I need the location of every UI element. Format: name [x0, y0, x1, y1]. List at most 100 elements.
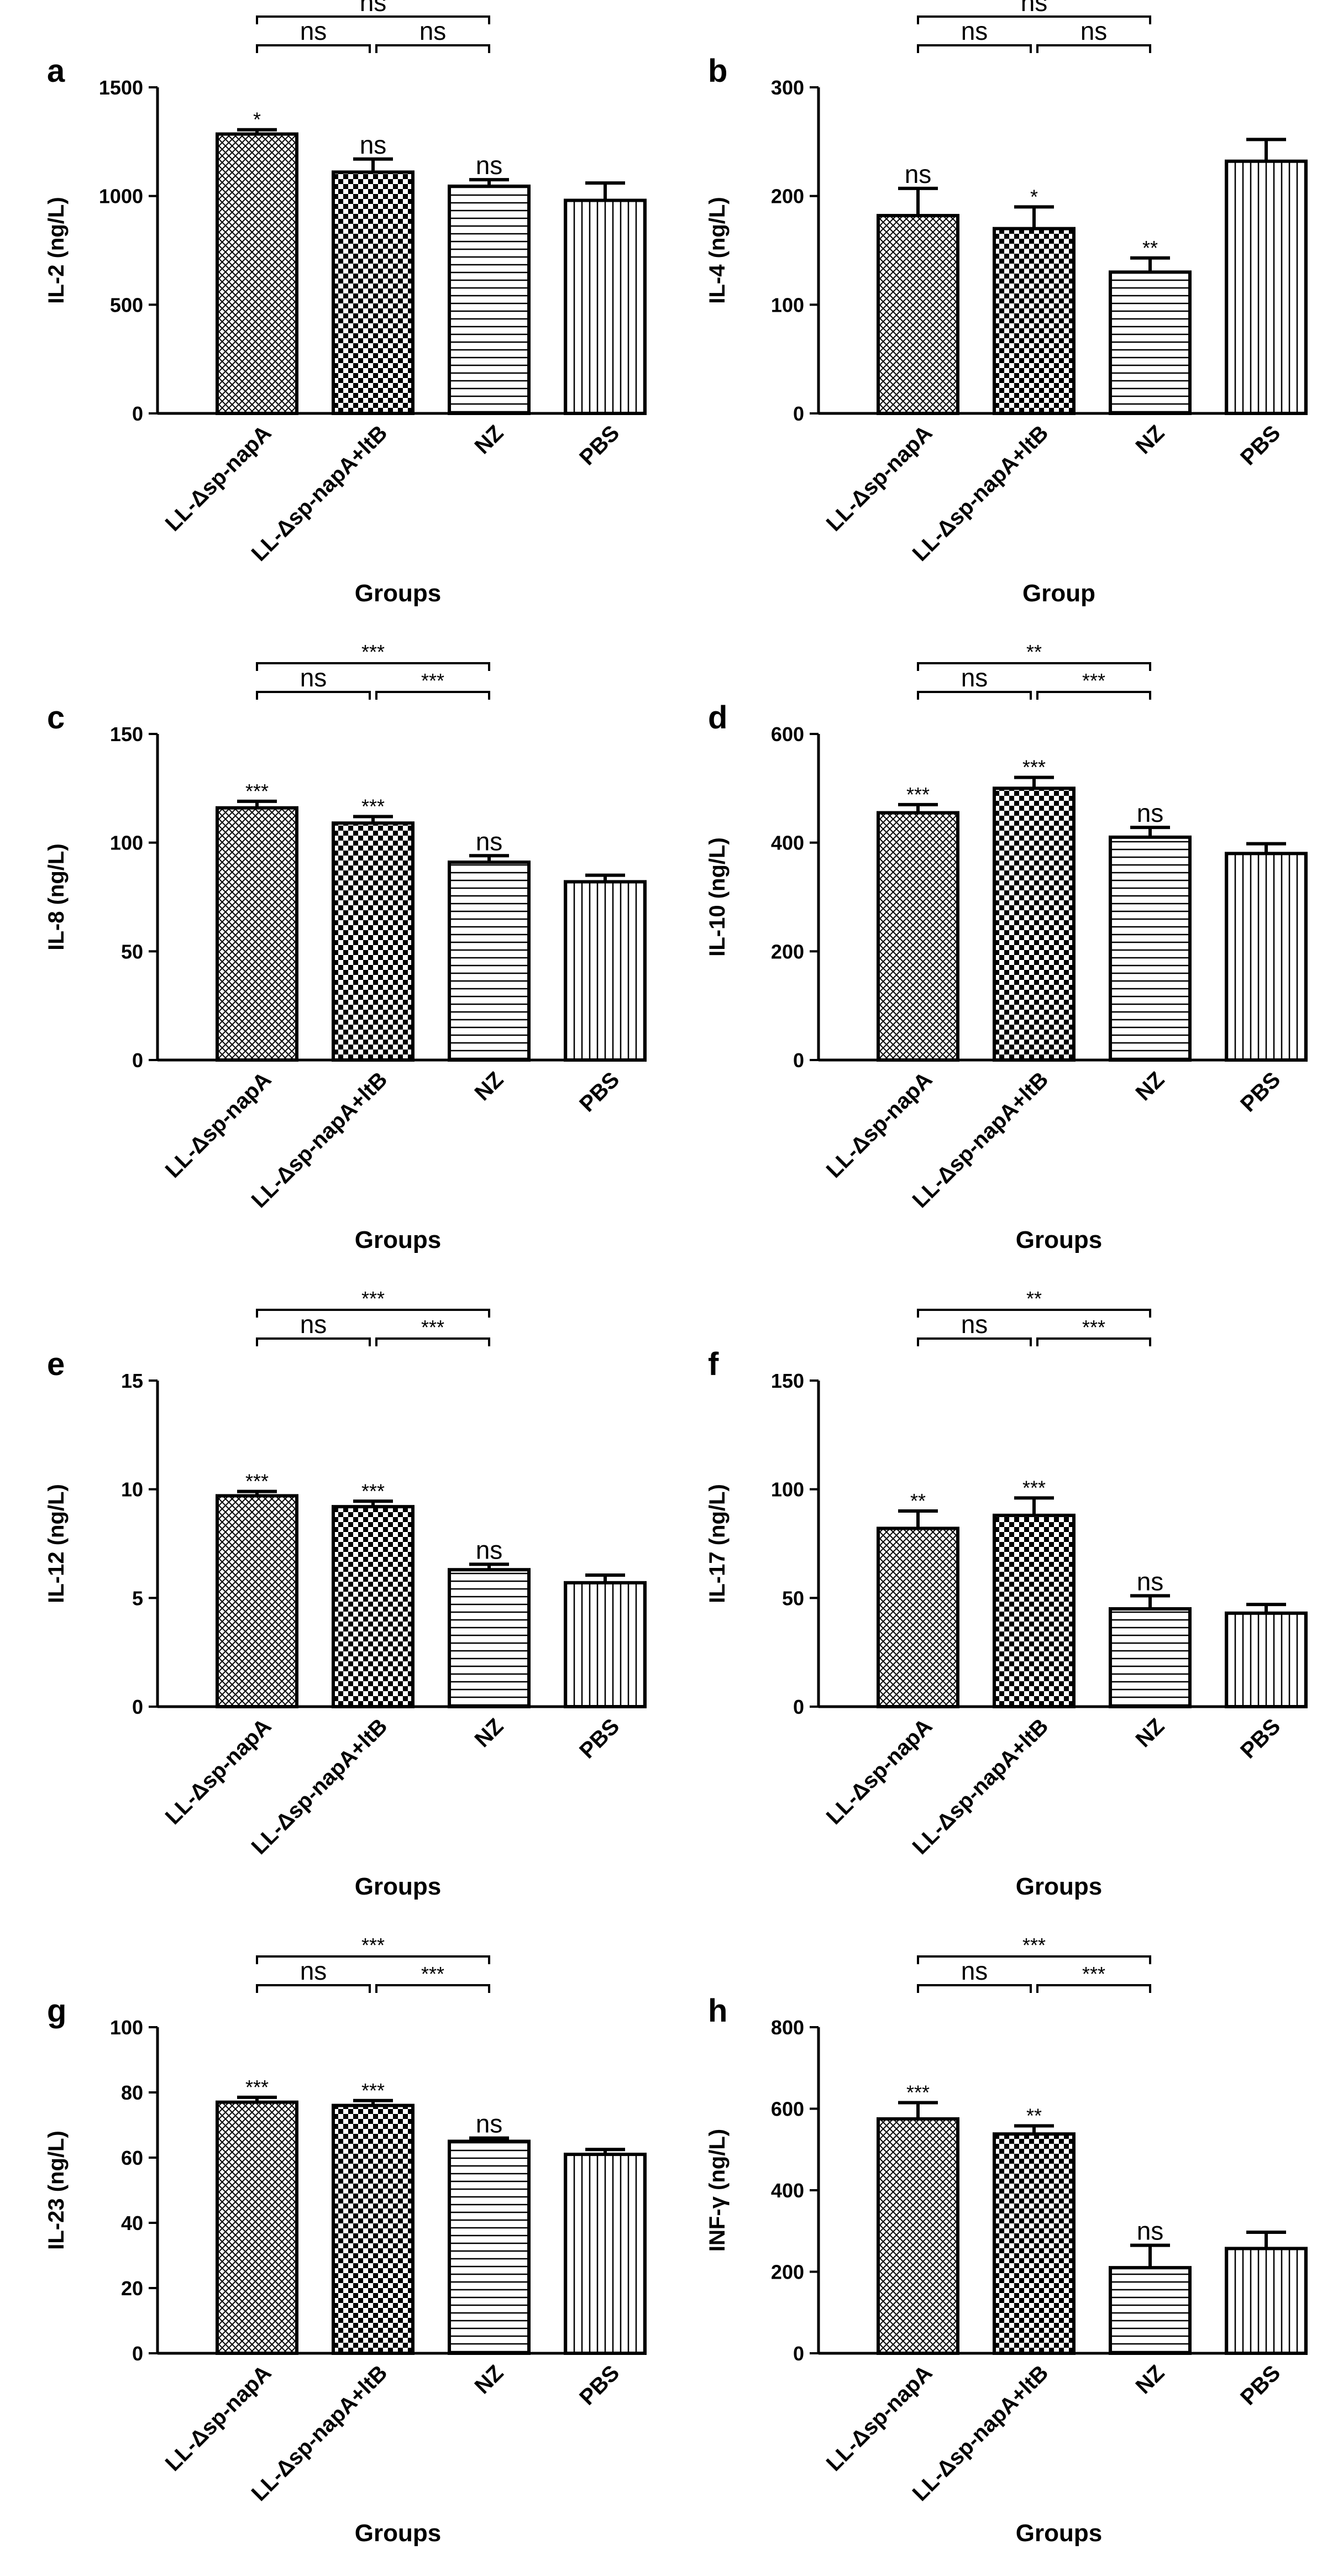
- y-axis-title: IL-17 (ng/L): [705, 1484, 730, 1603]
- comparison-label: ***: [1082, 669, 1105, 692]
- comparison-bracket: [917, 1309, 1151, 1318]
- comparison-label: ns: [300, 17, 327, 45]
- y-axis-title: IL-12 (ng/L): [44, 1484, 69, 1603]
- comparison-bracket: [256, 662, 490, 671]
- y-tick-label: 40: [121, 2212, 143, 2234]
- y-tick-label: 100: [110, 832, 143, 854]
- comparison-bracket: [375, 1984, 490, 1993]
- y-tick-label: 150: [110, 723, 143, 746]
- bar-significance-label: ns: [1137, 1567, 1164, 1596]
- panel-g: g 0 20 40 60 80 100 IL-23 (ng/L) *** LL-Δsp-napA *…: [44, 1934, 647, 2547]
- panel-label: c: [47, 700, 65, 736]
- bar-4: [1225, 159, 1308, 415]
- bar-significance-label: ns: [1137, 2217, 1164, 2246]
- panel-label: d: [708, 700, 727, 736]
- comparison-label: ns: [1080, 17, 1108, 45]
- bar-3: [448, 861, 531, 1062]
- comparison-bracket: [1036, 1337, 1151, 1346]
- y-tick-label: 60: [121, 2147, 143, 2169]
- bar-significance-label: **: [1026, 2104, 1042, 2127]
- bar-4: [564, 198, 647, 415]
- bar-4: [564, 1581, 647, 1708]
- category-label: NZ: [1131, 1067, 1169, 1105]
- bar-significance-label: ns: [476, 1535, 503, 1564]
- bar-significance-label: ***: [906, 783, 930, 806]
- bar-significance-label: **: [910, 1489, 926, 1512]
- comparison-bracket: [375, 44, 490, 53]
- panel-h: h 0 200 400 600 800 INF-γ (ng/L) *** LL-Δsp-napA…: [705, 1934, 1308, 2547]
- category-label: LL-Δsp-napA: [161, 1714, 276, 1829]
- bar-3: [1109, 2266, 1192, 2355]
- category-label: PBS: [1236, 1714, 1285, 1763]
- comparison-bracket: [256, 1309, 490, 1318]
- category-label: LL-Δsp-napA: [822, 421, 937, 536]
- bar-significance-label: ***: [245, 2076, 269, 2098]
- y-tick-label: 50: [782, 1587, 804, 1609]
- bar-4: [564, 2153, 647, 2355]
- bar-3: [1109, 1607, 1192, 1708]
- y-tick-label: 0: [132, 1049, 143, 1072]
- y-tick-label: 0: [793, 2342, 804, 2365]
- bar-significance-label: ***: [361, 795, 385, 817]
- bar-significance-label: ***: [245, 1470, 269, 1493]
- x-axis-title: Groups: [355, 1873, 441, 1900]
- comparison-label: ns: [300, 1956, 327, 1985]
- bar-3: [448, 1568, 531, 1709]
- category-label: PBS: [575, 1067, 624, 1116]
- bar-2: [332, 821, 415, 1062]
- bar-2: [332, 1505, 415, 1708]
- bar-2: [993, 786, 1076, 1062]
- category-label: NZ: [470, 2360, 508, 2399]
- category-label: PBS: [575, 2360, 624, 2410]
- bar-significance-label: ns: [360, 130, 387, 159]
- bar-3: [448, 184, 531, 415]
- bar-significance-label: ***: [1022, 756, 1046, 779]
- bar-1: [877, 2117, 959, 2355]
- x-axis-title: Groups: [355, 580, 441, 607]
- y-tick-label: 600: [771, 2098, 804, 2121]
- bar-significance-label: *: [253, 108, 261, 131]
- y-axis-title: IL-2 (ng/L): [44, 197, 69, 303]
- y-tick-label: 0: [132, 1696, 143, 1718]
- bar-2: [993, 227, 1076, 415]
- category-label: NZ: [1131, 1714, 1169, 1752]
- comparison-label: ***: [1082, 1963, 1105, 1985]
- bar-significance-label: ***: [906, 2081, 930, 2103]
- comparison-bracket: [917, 44, 1032, 53]
- y-tick-label: 10: [121, 1478, 143, 1501]
- panel-label: a: [47, 53, 65, 89]
- category-label: NZ: [470, 1067, 508, 1105]
- y-tick-label: 100: [110, 2016, 143, 2039]
- comparison-bracket: [256, 15, 490, 24]
- comparison-label: ns: [1021, 0, 1048, 17]
- bar-1: [216, 2100, 298, 2355]
- y-tick-label: 100: [771, 293, 804, 316]
- category-label: LL-Δsp-napA: [161, 1067, 276, 1183]
- comparison-bracket: [917, 1955, 1151, 1964]
- bar-4: [564, 880, 647, 1062]
- bar-3: [1109, 835, 1192, 1062]
- comparison-label: ns: [360, 0, 387, 17]
- panel-label: h: [708, 1993, 727, 2029]
- y-axis-title: IL-10 (ng/L): [705, 837, 730, 957]
- category-label: PBS: [1236, 2360, 1285, 2410]
- bar-2: [332, 170, 415, 415]
- bar-significance-label: ns: [476, 827, 503, 856]
- x-axis-title: Groups: [355, 1226, 441, 1253]
- y-tick-label: 1500: [99, 76, 143, 99]
- comparison-label: ns: [300, 663, 327, 692]
- category-label: LL-Δsp-napA: [822, 1067, 937, 1183]
- y-tick-label: 15: [121, 1370, 143, 1392]
- comparison-label: ns: [961, 1956, 988, 1985]
- bar-1: [216, 132, 298, 415]
- category-label: PBS: [1236, 421, 1285, 470]
- comparison-label: ***: [361, 1287, 385, 1310]
- y-axis-title: IL-4 (ng/L): [705, 197, 730, 303]
- comparison-label: ***: [1022, 1934, 1046, 1956]
- y-tick-label: 800: [771, 2016, 804, 2039]
- comparison-label: **: [1026, 1287, 1042, 1310]
- comparison-bracket: [917, 1984, 1032, 1993]
- comparison-bracket: [1036, 691, 1151, 700]
